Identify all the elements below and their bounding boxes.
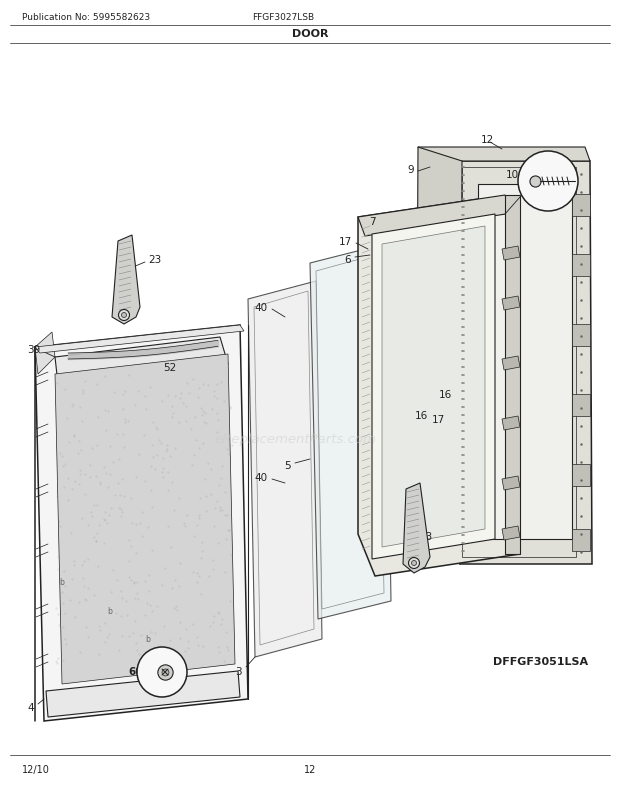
Polygon shape bbox=[478, 184, 572, 539]
Polygon shape bbox=[458, 162, 592, 565]
Polygon shape bbox=[55, 338, 228, 384]
Text: 60B: 60B bbox=[129, 666, 151, 676]
Text: b: b bbox=[107, 607, 112, 616]
Polygon shape bbox=[502, 476, 520, 490]
Polygon shape bbox=[254, 292, 314, 645]
Text: 10: 10 bbox=[506, 170, 519, 180]
Polygon shape bbox=[572, 255, 590, 277]
Polygon shape bbox=[372, 215, 495, 559]
Circle shape bbox=[518, 152, 578, 212]
Text: 17: 17 bbox=[339, 237, 352, 247]
Circle shape bbox=[137, 647, 187, 697]
Text: 12: 12 bbox=[304, 764, 316, 774]
Text: 39: 39 bbox=[27, 345, 40, 354]
Polygon shape bbox=[502, 357, 520, 371]
Polygon shape bbox=[248, 282, 322, 657]
Polygon shape bbox=[502, 526, 520, 541]
Text: 7: 7 bbox=[369, 217, 375, 227]
Polygon shape bbox=[572, 195, 590, 217]
Text: 5: 5 bbox=[285, 460, 291, 471]
Text: 52: 52 bbox=[163, 363, 176, 373]
Polygon shape bbox=[112, 236, 140, 325]
Polygon shape bbox=[572, 464, 590, 486]
Polygon shape bbox=[403, 484, 430, 573]
Polygon shape bbox=[505, 196, 520, 554]
Polygon shape bbox=[572, 529, 590, 551]
Text: FFGF3027LSB: FFGF3027LSB bbox=[252, 13, 314, 22]
Polygon shape bbox=[502, 416, 520, 431]
Polygon shape bbox=[418, 148, 590, 162]
Circle shape bbox=[122, 313, 126, 318]
Text: 6: 6 bbox=[344, 255, 351, 265]
Polygon shape bbox=[35, 333, 55, 375]
Text: 3: 3 bbox=[236, 666, 242, 676]
Text: 12/10: 12/10 bbox=[22, 764, 50, 774]
Polygon shape bbox=[316, 255, 384, 610]
Text: 17: 17 bbox=[432, 415, 445, 424]
Polygon shape bbox=[502, 247, 520, 261]
Text: 40: 40 bbox=[255, 472, 268, 482]
Polygon shape bbox=[416, 148, 462, 565]
Text: 16: 16 bbox=[415, 411, 428, 420]
Polygon shape bbox=[358, 196, 520, 577]
Circle shape bbox=[409, 558, 420, 569]
Polygon shape bbox=[572, 325, 590, 346]
Text: 9: 9 bbox=[407, 164, 414, 175]
Text: Publication No: 5995582623: Publication No: 5995582623 bbox=[22, 13, 150, 22]
Text: 16: 16 bbox=[439, 390, 452, 399]
Polygon shape bbox=[310, 245, 391, 619]
Text: 12: 12 bbox=[480, 135, 494, 145]
Circle shape bbox=[412, 561, 417, 565]
Text: DFFGF3051LSA: DFFGF3051LSA bbox=[493, 656, 588, 666]
Text: 23: 23 bbox=[148, 255, 161, 265]
Text: b: b bbox=[146, 634, 151, 644]
Polygon shape bbox=[382, 227, 485, 547]
Polygon shape bbox=[502, 297, 520, 310]
Polygon shape bbox=[35, 326, 248, 721]
Polygon shape bbox=[55, 354, 235, 684]
Polygon shape bbox=[358, 196, 512, 237]
Polygon shape bbox=[572, 395, 590, 416]
Text: 4: 4 bbox=[27, 702, 34, 712]
Circle shape bbox=[118, 310, 130, 321]
Text: 40: 40 bbox=[255, 302, 268, 313]
Text: DOOR: DOOR bbox=[292, 29, 328, 39]
Text: eReplacementParts.com: eReplacementParts.com bbox=[214, 433, 376, 446]
Polygon shape bbox=[46, 671, 240, 717]
Text: b: b bbox=[60, 577, 64, 587]
Polygon shape bbox=[35, 326, 244, 354]
Text: 23: 23 bbox=[419, 532, 433, 541]
